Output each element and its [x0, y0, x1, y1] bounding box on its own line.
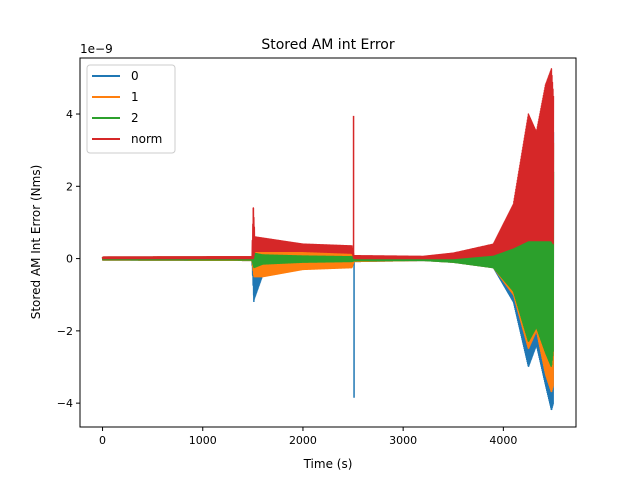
legend: 0 1 2 norm [86, 64, 176, 154]
x-tick-label: 1000 [189, 434, 217, 447]
x-tick-label: 2000 [289, 434, 317, 447]
legend-label-0: 0 [131, 69, 139, 83]
x-tick-label: 4000 [489, 434, 517, 447]
chart-title: Stored AM int Error [261, 37, 395, 53]
y-scale-offset-label: 1e−9 [80, 42, 113, 56]
axis-ticks: 0 1000 2000 3000 4000 −4 −2 0 2 4 [57, 108, 518, 447]
series-line-norm [101, 68, 555, 260]
legend-label-2: 2 [131, 111, 139, 125]
y-tick-label: 0 [66, 253, 73, 266]
plot-area [101, 68, 555, 411]
x-tick-label: 3000 [389, 434, 417, 447]
y-tick-label: −4 [57, 397, 73, 410]
legend-label-1: 1 [131, 90, 139, 104]
axes-frame [79, 57, 577, 428]
y-axis-label: Stored AM Int Error (Nms) [29, 165, 43, 320]
y-tick-label: 4 [66, 108, 73, 121]
x-tick-label: 0 [99, 434, 106, 447]
legend-label-norm: norm [131, 132, 162, 146]
x-axis-label: Time (s) [303, 457, 353, 471]
legend-box [86, 64, 176, 154]
y-tick-label: 2 [66, 180, 73, 193]
y-tick-label: −2 [57, 325, 73, 338]
